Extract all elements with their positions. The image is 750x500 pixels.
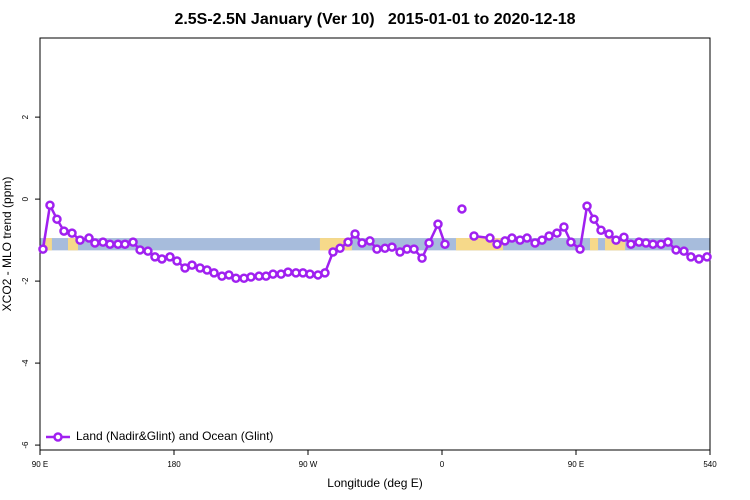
data-point: [702, 252, 712, 262]
data-point: [559, 222, 569, 232]
data-point: [485, 233, 495, 243]
data-point: [552, 228, 562, 238]
data-point: [246, 272, 256, 282]
data-point: [387, 242, 397, 252]
plot-frame: [39, 37, 711, 451]
x-tick-label: 180: [167, 460, 181, 469]
data-point: [357, 238, 367, 248]
data-point: [135, 245, 145, 255]
y-tick-label: 2: [21, 114, 30, 119]
data-point: [59, 226, 69, 236]
data-point: [596, 225, 606, 236]
x-tick-label: 0: [440, 460, 445, 469]
data-point: [67, 228, 77, 238]
x-tick-label: 90 E: [568, 460, 584, 469]
data-point: [283, 267, 293, 277]
data-point: [320, 268, 330, 278]
data-point: [604, 229, 614, 239]
land-band: [589, 238, 599, 251]
x-tick-label: 90 E: [32, 460, 48, 469]
data-point: [671, 245, 681, 255]
y-tick-label: -2: [21, 277, 30, 285]
chart-title: 2.5S-2.5N January (Ver 10) 2015-01-01 to…: [174, 11, 575, 28]
data-point: [45, 200, 55, 211]
data-point: [589, 214, 599, 224]
data-point: [544, 231, 554, 241]
data-point: [335, 243, 345, 254]
land-band: [45, 238, 52, 251]
data-point: [120, 239, 130, 249]
land-band: [67, 238, 78, 251]
y-tick-label: 0: [21, 196, 30, 201]
data-point: [575, 244, 585, 254]
data-point: [566, 237, 576, 247]
data-point: [52, 214, 62, 224]
data-point: [90, 238, 100, 248]
data-point: [663, 237, 673, 247]
data-point: [224, 270, 234, 280]
data-point: [469, 231, 479, 241]
data-point: [582, 201, 592, 211]
data-point: [492, 239, 502, 249]
data-point: [268, 269, 278, 279]
data-point: [209, 268, 219, 278]
data-point: [172, 256, 182, 266]
data-point: [424, 238, 434, 248]
data-point: [507, 233, 517, 243]
data-point: [187, 260, 197, 270]
data-point: [457, 204, 467, 214]
data-point: [84, 233, 94, 243]
data-point: [328, 247, 338, 257]
data-point: [372, 244, 382, 254]
data-point: [409, 244, 419, 254]
data-point: [365, 236, 375, 246]
data-point: [440, 239, 450, 249]
data-point: [38, 244, 48, 254]
data-point: [305, 269, 315, 279]
data-point: [165, 252, 175, 262]
legend-marker: [53, 432, 63, 442]
data-point: [417, 253, 427, 263]
data-point: [350, 229, 360, 239]
data-point: [128, 237, 138, 247]
data-point: [679, 246, 689, 256]
legend-label: Land (Nadir&Glint) and Ocean (Glint): [76, 429, 273, 443]
x-axis-label: Longitude (deg E): [327, 476, 422, 490]
y-tick-label: -4: [21, 359, 30, 367]
data-point: [686, 252, 696, 262]
data-point: [619, 232, 629, 242]
y-tick-label: -6: [21, 441, 30, 449]
data-point: [105, 239, 115, 249]
y-axis-label: XCO2 - MLO trend (ppm): [0, 177, 14, 312]
data-point: [343, 237, 353, 247]
data-point: [157, 254, 167, 264]
data-point: [626, 239, 636, 249]
data-point: [75, 235, 85, 245]
data-point: [611, 235, 621, 245]
data-point: [433, 219, 443, 229]
data-point: [231, 273, 241, 283]
data-point: [143, 246, 153, 256]
x-tick-label: 540: [703, 460, 717, 469]
data-point: [522, 233, 532, 243]
data-point: [694, 254, 704, 264]
x-tick-label: 90 W: [299, 460, 318, 469]
data-point: [537, 235, 547, 245]
data-point: [648, 239, 658, 249]
